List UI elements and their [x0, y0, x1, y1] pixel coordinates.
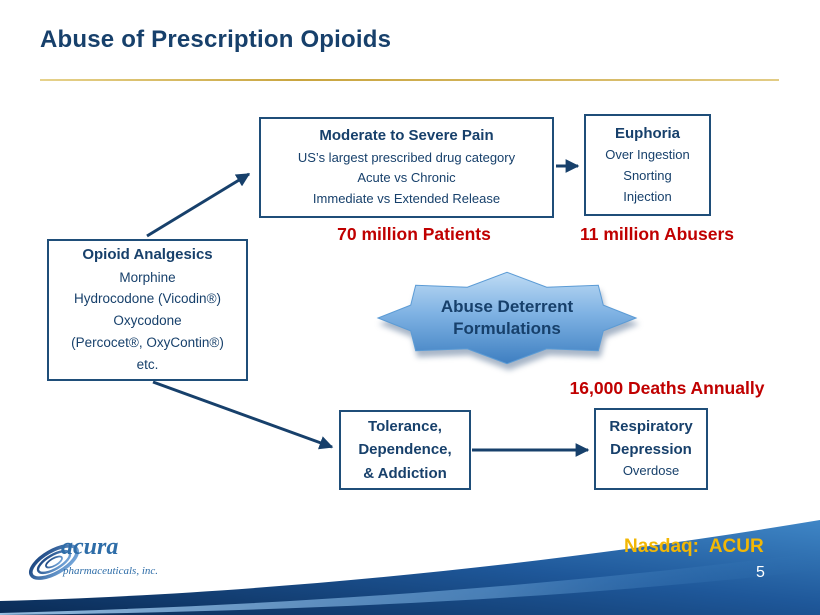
abuse-deterrent-burst: Abuse Deterrent Formulations	[373, 266, 641, 370]
box-line: Morphine	[119, 269, 176, 285]
box-line: US’s largest prescribed drug category	[297, 149, 516, 165]
bottom-wave-band	[0, 520, 820, 615]
box-line: Over Ingestion	[605, 147, 690, 163]
burst-shape	[376, 271, 638, 365]
euphoria-box: Euphoria Over Ingestion Snorting Injecti…	[584, 114, 711, 216]
box-title: Respiratory Depression	[609, 418, 693, 458]
respiratory-depression-box: Respiratory Depression Overdose	[594, 408, 708, 490]
box-title: Euphoria	[614, 124, 680, 142]
box-line: Oxycodone	[113, 313, 182, 329]
arrow-opioid-to-tolerance	[152, 380, 334, 450]
nasdaq-ticker: Nasdaq: ACUR	[624, 536, 764, 557]
box-line: Acute vs Chronic	[357, 170, 456, 186]
burst-label-line: Formulations	[453, 319, 561, 338]
box-title: Moderate to Severe Pain	[319, 127, 494, 145]
page-title: Abuse of Prescription Opioids	[40, 26, 392, 53]
box-line: Overdose	[622, 463, 680, 479]
box-title: Opioid Analgesics	[82, 246, 213, 264]
box-line: Snorting	[623, 167, 672, 183]
box-line: (Percocet®, OxyContin®)	[71, 335, 224, 351]
wave-main	[0, 520, 820, 615]
box-line: etc.	[136, 357, 159, 373]
burst-label: Abuse Deterrent Formulations	[373, 266, 641, 370]
title-divider	[40, 79, 779, 81]
arrow-opioid-to-pain	[146, 172, 251, 238]
tolerance-dependence-box: Tolerance, Dependence, & Addiction	[339, 410, 471, 490]
moderate-severe-pain-box: Moderate to Severe Pain US’s largest pre…	[259, 117, 554, 218]
logo-subtitle: pharmaceuticals, inc.	[63, 565, 159, 577]
burst-label-line: Abuse Deterrent	[440, 296, 574, 316]
box-line: Hydrocodone (Vicodin®)	[73, 291, 222, 307]
opioid-analgesics-box: Opioid Analgesics Morphine Hydrocodone (…	[47, 239, 248, 381]
stat-abusers: 11 million Abusers	[580, 224, 734, 244]
acura-logo: acura pharmaceuticals, inc.	[24, 528, 214, 600]
box-line: Immediate vs Extended Release	[312, 191, 501, 207]
stat-deaths: 16,000 Deaths Annually	[569, 378, 765, 398]
box-line: Injection	[623, 188, 672, 204]
logo-name: acura	[61, 534, 119, 560]
box-title: Tolerance, Dependence, & Addiction	[358, 418, 452, 482]
acura-swirl-icon	[29, 544, 79, 580]
page-number: 5	[756, 564, 765, 581]
burst-polygon	[376, 271, 638, 365]
stat-patients: 70 million Patients	[337, 224, 491, 244]
wave-highlight	[0, 552, 820, 615]
